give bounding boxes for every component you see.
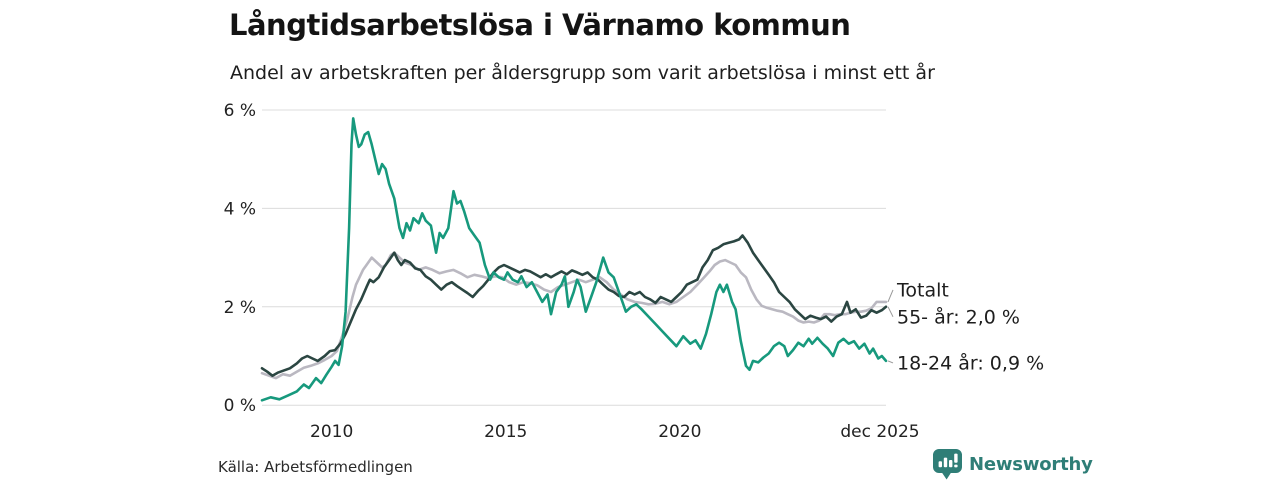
newsworthy-wordmark: Newsworthy (969, 454, 1093, 475)
x-axis-tick-label: dec 2025 (840, 422, 919, 442)
source-note: Källa: Arbetsförmedlingen (218, 458, 413, 476)
series-end-label-age1824: 18-24 år: 0,9 % (897, 351, 1044, 374)
newsworthy-logo-icon (933, 449, 962, 480)
series-end-label-totalt: Totalt (896, 279, 949, 301)
series-line-totalt (260, 251, 888, 380)
leader-line-age55 (887, 306, 894, 318)
y-axis-tick-label: 6 % (224, 101, 256, 121)
x-axis-tick-label: 2020 (658, 422, 701, 442)
leader-line-age1824 (887, 360, 894, 364)
leader-line-totalt (887, 289, 894, 303)
series-line-age1824 (260, 117, 888, 402)
newsworthy-brand: Newsworthy (933, 449, 1093, 480)
y-axis-tick-label: 4 % (224, 199, 256, 219)
y-axis-tick-label: 0 % (224, 396, 256, 416)
x-axis-tick-label: 2015 (484, 422, 527, 442)
x-axis-tick-label: 2010 (310, 422, 353, 442)
y-axis-tick-label: 2 % (224, 298, 256, 318)
chart-subtitle: Andel av arbetskraften per åldersgrupp s… (230, 62, 935, 84)
series-line-age55 (260, 234, 888, 378)
series-end-label-age55: 55- år: 2,0 % (897, 305, 1020, 328)
chart-title: Långtidsarbetslösa i Värnamo kommun (229, 8, 851, 42)
